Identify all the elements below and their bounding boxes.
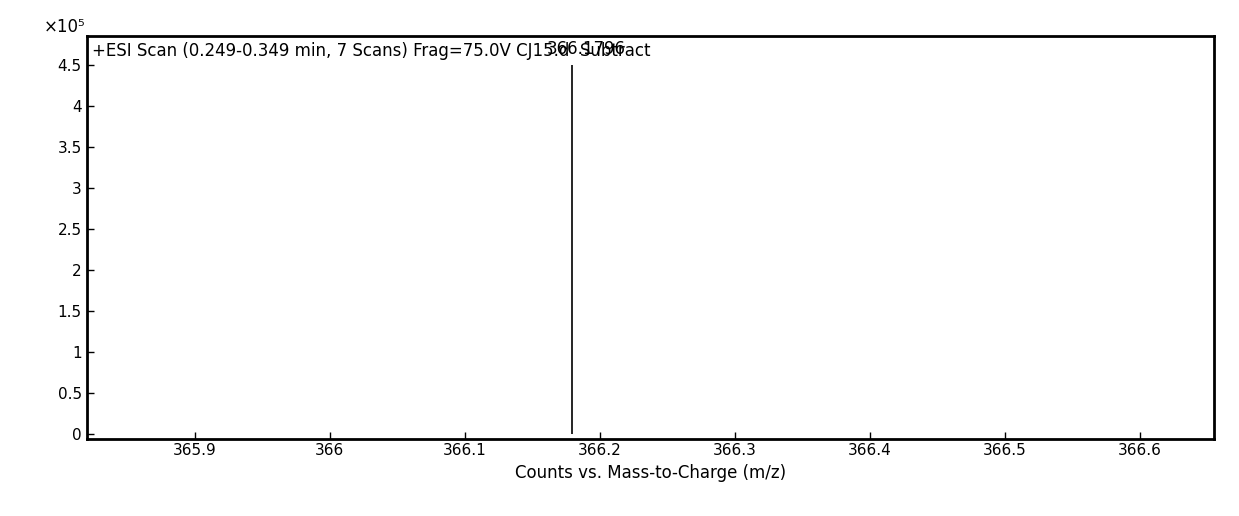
Text: 366.1796: 366.1796 <box>546 40 626 58</box>
Text: ×10⁵: ×10⁵ <box>43 18 85 36</box>
X-axis label: Counts vs. Mass-to-Charge (m/z): Counts vs. Mass-to-Charge (m/z) <box>515 464 786 482</box>
Text: +ESI Scan (0.249-0.349 min, 7 Scans) Frag=75.0V CJ15.d  Subtract: +ESI Scan (0.249-0.349 min, 7 Scans) Fra… <box>93 42 650 60</box>
